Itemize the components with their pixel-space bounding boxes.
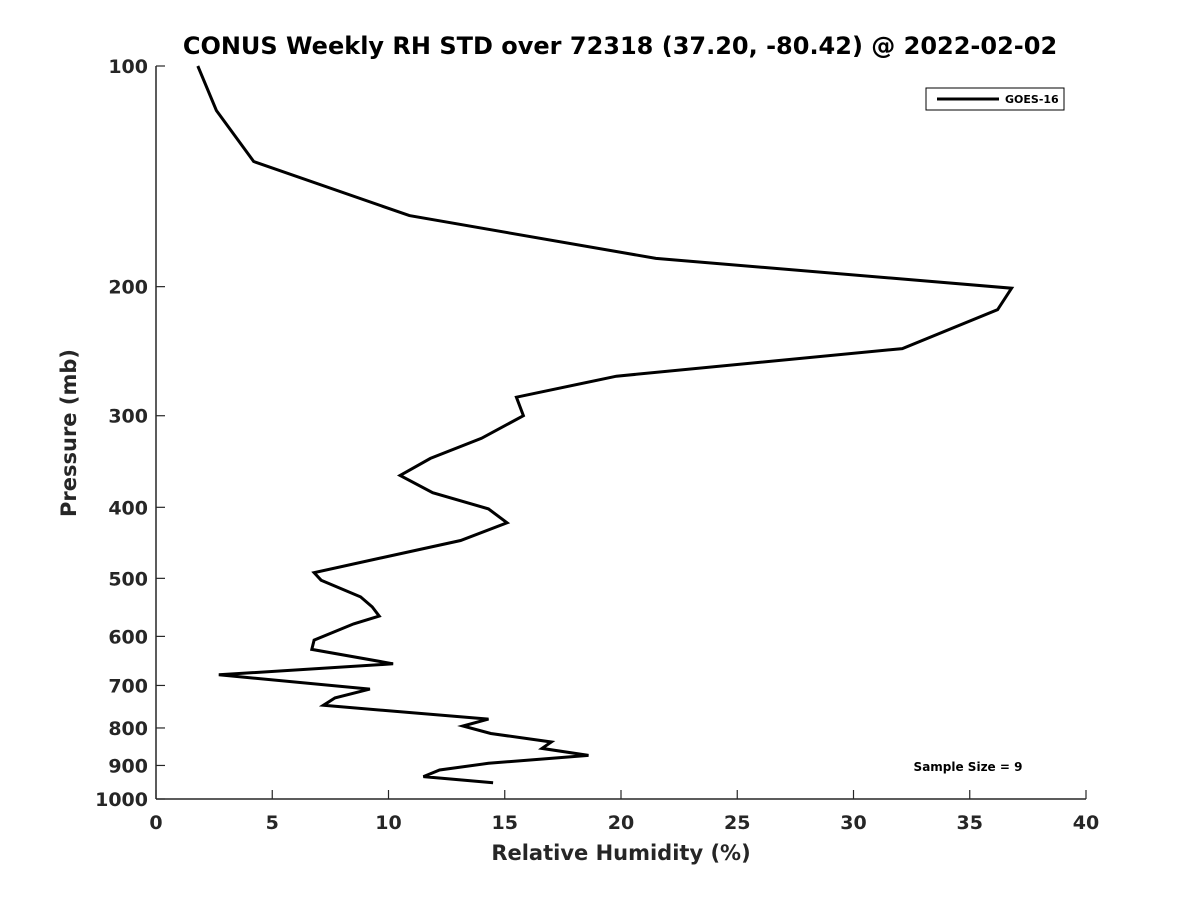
legend-label-goes-16: GOES-16 [1005, 93, 1059, 106]
x-tick-label: 40 [1073, 812, 1099, 834]
legend: GOES-16 [925, 87, 1065, 111]
y-axis-label: Pressure (mb) [57, 349, 81, 517]
y-tick-label: 200 [108, 277, 148, 299]
x-tick-label: 10 [375, 812, 401, 834]
y-tick-label: 700 [108, 675, 148, 697]
x-axis-label: Relative Humidity (%) [491, 841, 750, 865]
chart-title: CONUS Weekly RH STD over 72318 (37.20, -… [183, 32, 1057, 60]
x-tick-label: 5 [266, 812, 279, 834]
x-tick-label: 0 [149, 812, 162, 834]
y-tick-label: 600 [108, 626, 148, 648]
sample-size-annotation: Sample Size = 9 [914, 760, 1023, 774]
x-tick-label: 35 [957, 812, 983, 834]
y-tick-label: 500 [108, 568, 148, 590]
x-axis-ticks: 0 5 10 15 20 25 30 35 40 [149, 790, 1099, 834]
y-tick-label: 300 [108, 406, 148, 428]
x-tick-label: 30 [840, 812, 866, 834]
y-tick-label: 100 [108, 56, 148, 78]
x-tick-label: 25 [724, 812, 750, 834]
y-tick-label: 400 [108, 497, 148, 519]
y-tick-label: 1000 [95, 789, 148, 811]
x-tick-label: 20 [608, 812, 634, 834]
series-layer [196, 65, 1015, 785]
y-tick-label: 900 [108, 755, 148, 777]
x-tick-label: 15 [492, 812, 518, 834]
y-tick-label: 800 [108, 718, 148, 740]
y-axis-ticks: 100 200 300 400 500 600 700 800 900 1000 [95, 56, 165, 811]
